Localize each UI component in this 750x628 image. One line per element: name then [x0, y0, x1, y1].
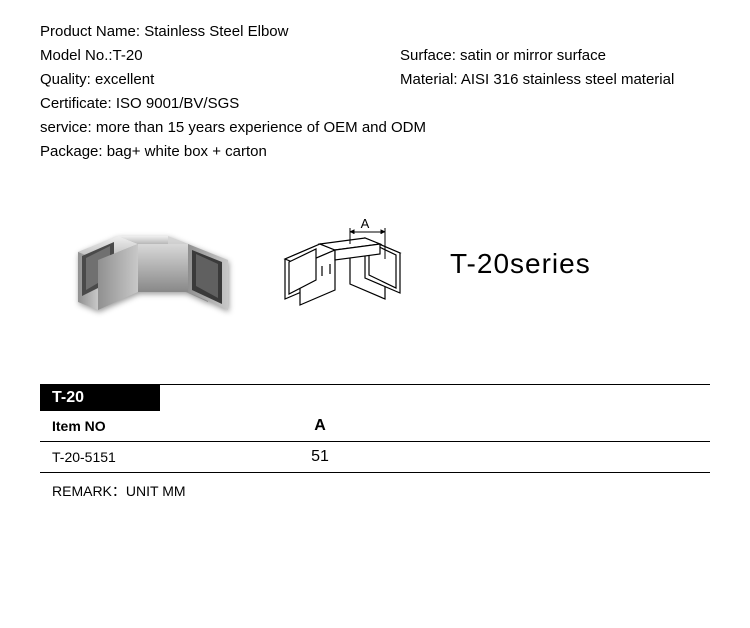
spec-value: more than 15 years experience of OEM and…: [96, 119, 426, 136]
spec-value: excellent: [95, 71, 154, 88]
cell-itemno: T-20-5151: [40, 442, 260, 473]
spec-label: Material:: [400, 71, 458, 88]
spec-value: Stainless Steel Elbow: [144, 23, 288, 40]
cell-a: 51: [260, 442, 380, 473]
col-a: A: [260, 411, 380, 442]
spec-value: ISO 9001/BV/SGS: [116, 95, 239, 112]
spec-block: Product Name: Stainless Steel Elbow Mode…: [40, 20, 710, 164]
spec-label: Product Name:: [40, 23, 140, 40]
spec-label: Quality:: [40, 71, 91, 88]
table-remark: REMARK：UNIT MM: [40, 473, 710, 509]
spec-value: AISI 316 stainless steel material: [461, 71, 674, 88]
technical-diagram: A: [270, 204, 420, 324]
series-label: T-20series: [450, 248, 591, 280]
spec-value: T-20: [113, 47, 143, 64]
images-row: A T-20series: [40, 204, 710, 324]
col-itemno: Item NO: [40, 411, 260, 442]
product-photo: [60, 204, 240, 324]
spec-label: Surface:: [400, 47, 456, 64]
dimension-label: A: [361, 216, 370, 231]
spec-value: bag+ white box + carton: [107, 143, 267, 160]
spec-label: service:: [40, 119, 92, 136]
spec-label: Model No.:: [40, 47, 113, 64]
table-header: T-20: [40, 385, 160, 411]
spec-label: Certificate:: [40, 95, 112, 112]
spec-value: satin or mirror surface: [460, 47, 606, 64]
spec-label: Package:: [40, 143, 103, 160]
spec-table: T-20 Item NO A T-20-5151 51 REMARK：UNIT …: [40, 384, 710, 509]
